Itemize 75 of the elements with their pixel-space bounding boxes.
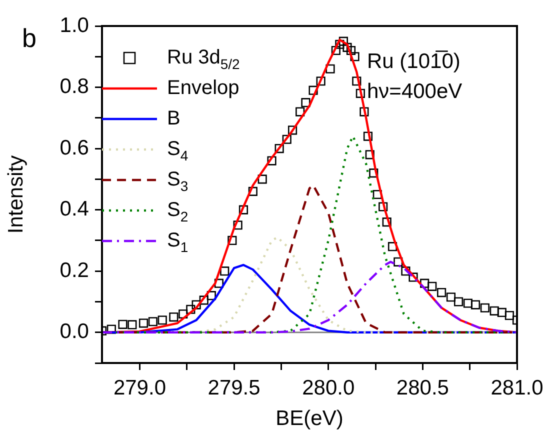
y-tick-label: 0.2 xyxy=(60,258,89,282)
point xyxy=(437,288,446,298)
point xyxy=(365,150,374,160)
point xyxy=(352,76,362,86)
y-tick-label: 0.0 xyxy=(60,320,89,344)
point xyxy=(338,36,348,46)
point xyxy=(363,132,373,141)
point xyxy=(274,144,284,154)
point xyxy=(369,168,378,178)
point xyxy=(331,46,340,56)
point xyxy=(233,220,242,230)
point xyxy=(497,308,506,317)
point xyxy=(378,202,388,212)
point xyxy=(454,297,464,306)
point xyxy=(326,64,335,74)
y-axis-title: Intensity xyxy=(4,154,28,234)
legend-label: Envelop xyxy=(167,77,240,100)
point xyxy=(186,304,196,314)
point xyxy=(158,316,167,325)
x-tick-label: 281.0 xyxy=(490,376,544,400)
annotation: Ru (101̅0) xyxy=(367,50,460,73)
point xyxy=(446,292,456,302)
point xyxy=(346,46,356,56)
point xyxy=(220,266,230,276)
x-tick-label: 279.0 xyxy=(113,376,166,400)
point xyxy=(296,107,305,116)
x-tick-label: 280.0 xyxy=(302,376,355,400)
point xyxy=(490,306,499,316)
point xyxy=(408,272,418,282)
legend-label: B xyxy=(167,108,180,130)
point xyxy=(420,278,430,288)
point xyxy=(148,317,158,326)
point xyxy=(480,303,490,312)
point xyxy=(394,257,403,266)
point xyxy=(316,76,326,86)
point xyxy=(169,312,178,322)
point xyxy=(138,318,148,328)
chart-title: b xyxy=(22,23,36,54)
point xyxy=(301,98,310,108)
point xyxy=(282,134,292,144)
x-tick-label: 279.5 xyxy=(208,376,260,400)
point xyxy=(214,278,224,288)
x-axis-title: BE(eV) xyxy=(276,407,344,430)
point xyxy=(350,52,360,62)
annotation: hν=400eV xyxy=(367,80,462,103)
point xyxy=(288,126,298,135)
point xyxy=(238,205,248,214)
point xyxy=(401,266,410,276)
x-tick-label: 280.5 xyxy=(396,376,449,400)
point xyxy=(308,86,318,95)
point xyxy=(128,320,137,330)
point xyxy=(382,218,392,227)
point xyxy=(356,88,365,98)
point xyxy=(267,156,276,166)
point xyxy=(192,300,201,310)
y-tick-label: 0.8 xyxy=(60,75,89,98)
y-tick-label: 0.6 xyxy=(60,136,89,160)
point xyxy=(428,282,437,291)
point xyxy=(463,298,472,308)
point xyxy=(342,42,352,52)
point xyxy=(258,174,267,184)
point xyxy=(118,320,128,329)
point xyxy=(372,190,382,200)
y-tick-label: 0.4 xyxy=(60,198,90,221)
point xyxy=(199,296,208,305)
point xyxy=(248,186,258,196)
y-tick-label: 1.0 xyxy=(60,14,89,37)
point xyxy=(178,309,188,319)
point xyxy=(206,291,216,300)
point xyxy=(504,310,514,320)
point xyxy=(470,300,480,310)
point xyxy=(228,236,237,245)
point xyxy=(388,242,398,252)
point xyxy=(360,107,369,116)
point xyxy=(106,324,116,334)
